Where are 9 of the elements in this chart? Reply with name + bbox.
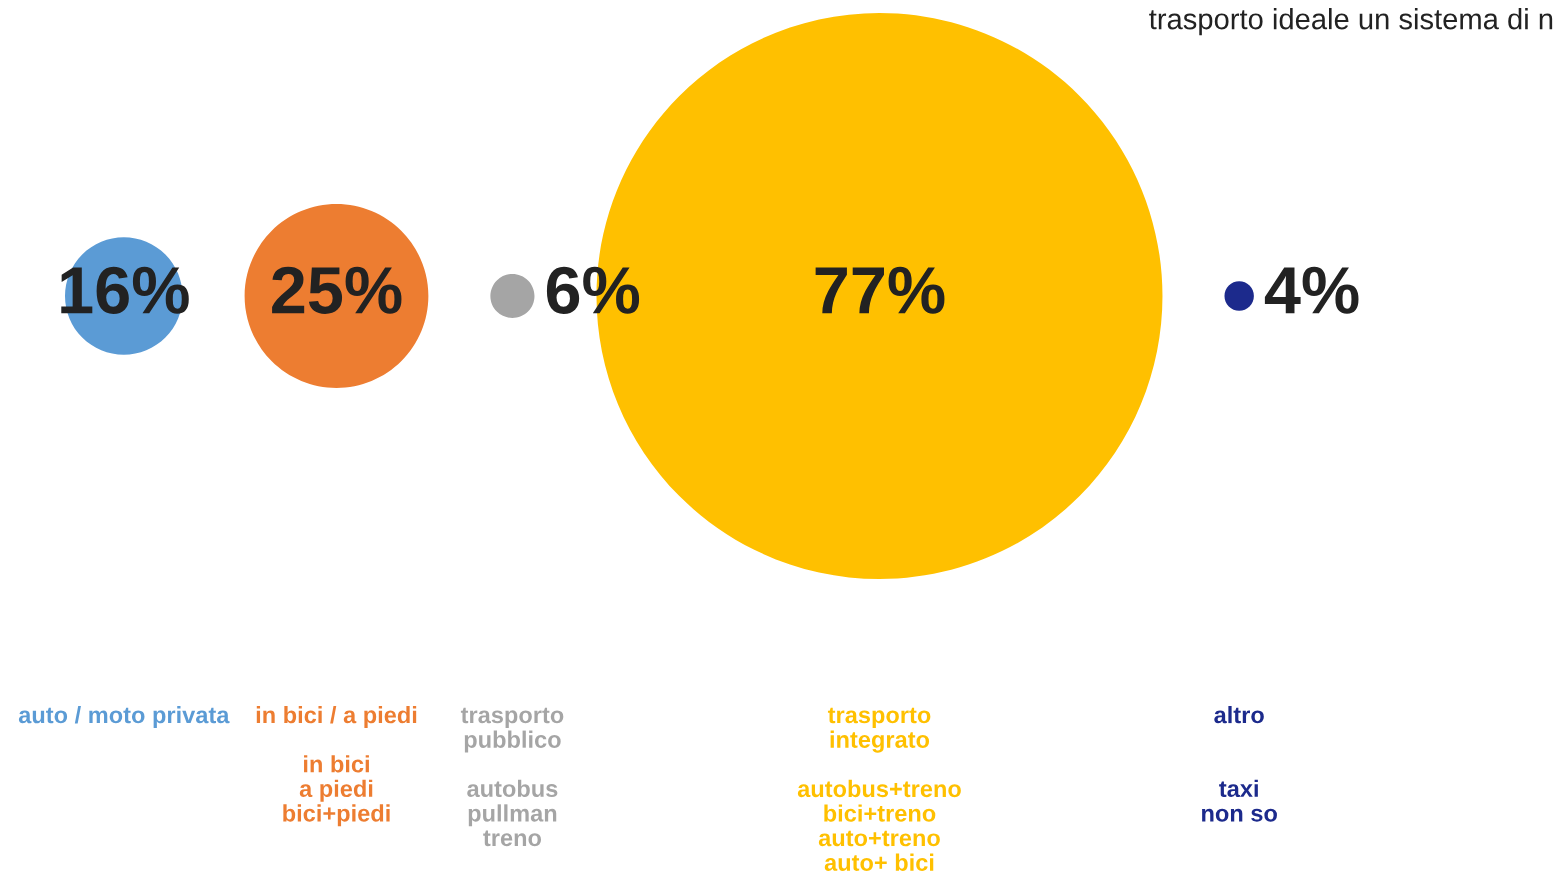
category-label: trasporto integrato autobus+treno bici+treno auto+treno auto+ bici	[797, 707, 961, 871]
category-label: in bici / a piedi in bici a piedi bici+piedi	[256, 706, 417, 827]
category-label: auto / moto privata	[18, 706, 230, 729]
category-label: altro taxi non so	[1202, 706, 1277, 822]
data-label: 4%	[1264, 266, 1359, 314]
data-label: 77%	[815, 266, 945, 314]
text: trasporto ideale un sistema di n	[1149, 8, 1553, 36]
data-label: 25%	[272, 266, 402, 314]
category-label: trasporto pubblico autobus pullman treno	[460, 707, 564, 847]
